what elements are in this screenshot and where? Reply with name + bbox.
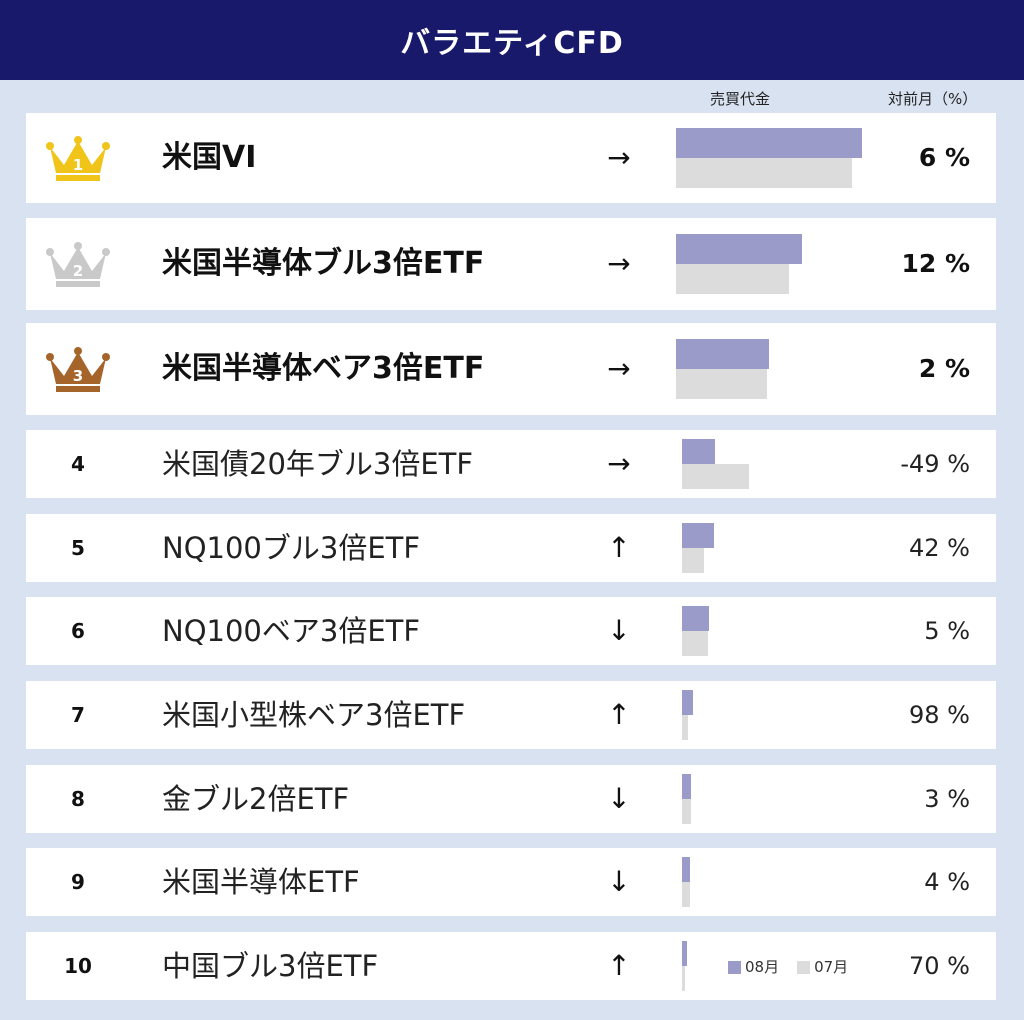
turnover-bars: [676, 765, 886, 833]
bar-08: [682, 606, 709, 631]
rank-number: 9: [71, 870, 85, 894]
rank-number: 10: [64, 954, 92, 978]
product-name: NQ100ブル3倍ETF: [162, 531, 421, 565]
rank-number: 4: [71, 452, 85, 476]
ranking-row: 9 米国半導体ETF ↓ 4 %: [26, 848, 996, 916]
trend-arrow-icon: ↓: [607, 782, 631, 815]
ranking-row: 3 米国半導体ベア3倍ETF → 2 %: [26, 323, 996, 415]
rank-number: 8: [71, 787, 85, 811]
bar-08: [676, 234, 802, 264]
bar-08: [682, 523, 714, 548]
bar-07: [682, 548, 704, 573]
turnover-bars: [676, 848, 886, 916]
turnover-column-header: 売買代金: [710, 90, 771, 108]
change-percent: 3 %: [924, 785, 970, 813]
ranking-row: 2 米国半導体ブル3倍ETF → 12 %: [26, 218, 996, 310]
bar-07: [676, 264, 789, 294]
bar-07: [682, 882, 690, 907]
ranking-row: 4 米国債20年ブル3倍ETF → -49 %: [26, 430, 996, 498]
bar-07: [682, 966, 685, 991]
bar-08: [682, 439, 715, 464]
trend-arrow-icon: ↓: [607, 614, 631, 647]
bar-07: [676, 369, 767, 399]
legend-label-previous: 07月: [814, 957, 849, 976]
turnover-bars: [676, 430, 886, 498]
trend-arrow-icon: →: [607, 247, 631, 280]
trend-arrow-icon: ↑: [607, 949, 631, 982]
gold-crown-icon: 1: [44, 133, 112, 183]
bar-07: [682, 715, 688, 740]
bar-08: [676, 339, 769, 369]
bronze-crown-icon: 3: [44, 344, 112, 394]
product-name: 米国半導体ベア3倍ETF: [162, 351, 485, 386]
turnover-bars: [676, 323, 886, 415]
bar-07: [682, 464, 749, 489]
ranking-row: 6 NQ100ベア3倍ETF ↓ 5 %: [26, 597, 996, 665]
change-percent: 5 %: [924, 617, 970, 645]
legend: 08月 07月: [728, 932, 848, 1000]
bar-07: [682, 631, 708, 656]
change-percent: 12 %: [901, 249, 970, 278]
product-name: 米国債20年ブル3倍ETF: [162, 447, 474, 481]
page-title: バラエティCFD: [0, 0, 1024, 80]
product-name: 米国VI: [162, 140, 257, 175]
trend-arrow-icon: ↑: [607, 531, 631, 564]
rank-number: 5: [71, 536, 85, 560]
turnover-bars: [676, 681, 886, 749]
trend-arrow-icon: →: [607, 141, 631, 174]
change-percent: 98 %: [909, 701, 970, 729]
change-column-header: 対前月（%）: [888, 90, 978, 108]
silver-crown-icon: 2: [44, 239, 112, 289]
bar-08: [682, 774, 691, 799]
bar-08: [682, 857, 690, 882]
legend-label-current: 08月: [745, 957, 780, 976]
svg-text:3: 3: [73, 367, 83, 385]
ranking-row: 5 NQ100ブル3倍ETF ↑ 42 %: [26, 514, 996, 582]
bar-07: [676, 158, 852, 188]
change-percent: 2 %: [918, 354, 970, 383]
turnover-bars: [676, 932, 886, 1000]
svg-text:1: 1: [73, 156, 83, 174]
trend-arrow-icon: ↑: [607, 698, 631, 731]
change-percent: 70 %: [909, 952, 970, 980]
rank-number: 7: [71, 703, 85, 727]
product-name: 米国半導体ETF: [162, 865, 360, 899]
change-percent: 6 %: [918, 143, 970, 172]
turnover-bars: [676, 218, 886, 310]
bar-07: [682, 799, 691, 824]
bar-08: [682, 941, 687, 966]
bar-08: [676, 128, 862, 158]
trend-arrow-icon: ↓: [607, 865, 631, 898]
turnover-bars: [676, 113, 886, 203]
svg-text:2: 2: [73, 262, 83, 280]
change-percent: 4 %: [924, 868, 970, 896]
ranking-row: 7 米国小型株ベア3倍ETF ↑ 98 %: [26, 681, 996, 749]
legend-item-current: 08月: [728, 956, 779, 977]
product-name: 中国ブル3倍ETF: [162, 949, 379, 983]
product-name: 米国半導体ブル3倍ETF: [162, 246, 485, 281]
ranking-row: 10 中国ブル3倍ETF ↑ 08月 07月 70 %: [26, 932, 996, 1000]
ranking-row: 8 金ブル2倍ETF ↓ 3 %: [26, 765, 996, 833]
trend-arrow-icon: →: [607, 352, 631, 385]
product-name: 金ブル2倍ETF: [162, 782, 350, 816]
legend-item-previous: 07月: [797, 956, 848, 977]
rank-number: 6: [71, 619, 85, 643]
turnover-bars: [676, 597, 886, 665]
change-percent: -49 %: [900, 450, 970, 478]
trend-arrow-icon: →: [607, 447, 631, 480]
bar-08: [682, 690, 693, 715]
product-name: 米国小型株ベア3倍ETF: [162, 698, 466, 732]
turnover-bars: [676, 514, 886, 582]
product-name: NQ100ベア3倍ETF: [162, 614, 421, 648]
ranking-row: 1 米国VI → 6 %: [26, 113, 996, 203]
change-percent: 42 %: [909, 534, 970, 562]
